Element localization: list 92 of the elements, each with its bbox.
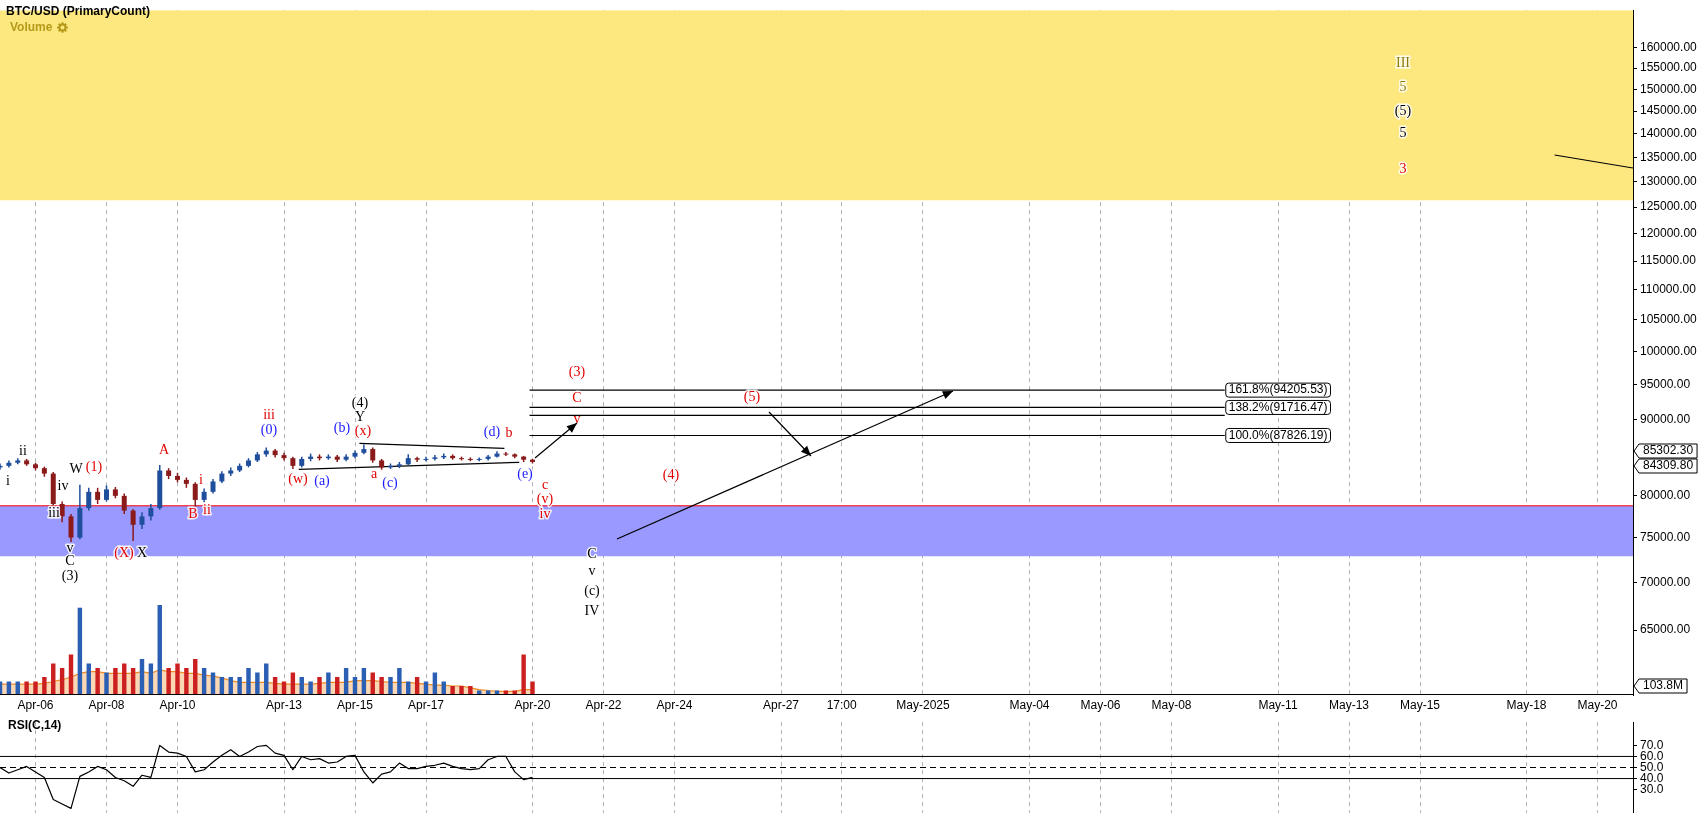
annotation: v bbox=[66, 539, 74, 555]
chart-title: BTC/USD (PrimaryCount) bbox=[6, 4, 151, 18]
x-tick-label: Apr-06 bbox=[17, 697, 54, 712]
chart-title: Volume bbox=[10, 20, 53, 34]
x-tick-label: Apr-20 bbox=[514, 697, 551, 712]
y-tick-label: 115000.00 bbox=[1640, 253, 1697, 268]
x-tick-label: Apr-13 bbox=[265, 697, 303, 712]
data-label: 161.8%(94205.53) bbox=[1228, 382, 1328, 397]
y-tick-label: 65000.00 bbox=[1640, 622, 1691, 637]
annotation: (w) bbox=[288, 470, 309, 487]
y-tick-label: 150000.00 bbox=[1640, 81, 1698, 96]
text: 84309.80 bbox=[1643, 458, 1694, 473]
y-tick-label: 155000.00 bbox=[1640, 60, 1698, 75]
annotation: c bbox=[541, 476, 549, 492]
x-tick-label: Apr-08 bbox=[88, 697, 125, 712]
annotation: b bbox=[505, 424, 513, 440]
x-tick-label: Apr-10 bbox=[159, 697, 196, 712]
annotation: iii bbox=[263, 406, 275, 422]
annotation: (3) bbox=[61, 567, 79, 584]
x-tick-label: May-04 bbox=[1009, 697, 1050, 712]
annotation: iv bbox=[57, 477, 69, 493]
y-tick-label: 135000.00 bbox=[1640, 149, 1698, 164]
annotation: (v) bbox=[536, 490, 554, 507]
x-tick-label: Apr-24 bbox=[656, 697, 693, 712]
annotation: iv bbox=[539, 505, 551, 521]
x-tick-label: May-15 bbox=[1399, 697, 1441, 712]
y-tick-label: 80000.00 bbox=[1640, 488, 1691, 503]
y-tick-label: 110000.00 bbox=[1640, 282, 1697, 297]
annotation: III bbox=[1396, 54, 1411, 70]
x-tick-label: May-06 bbox=[1080, 697, 1121, 712]
y-tick-label: 95000.00 bbox=[1640, 377, 1691, 392]
data-label: 138.2%(91716.47) bbox=[1228, 399, 1328, 414]
annotation: C bbox=[587, 545, 597, 561]
annotation: a bbox=[370, 465, 378, 481]
x-tick-label: Apr-15 bbox=[336, 697, 374, 712]
x-tick-label: Apr-17 bbox=[407, 697, 445, 712]
x-tick-label: Apr-22 bbox=[585, 697, 622, 712]
annotation: W bbox=[69, 460, 84, 476]
text: 85302.30 bbox=[1643, 443, 1694, 458]
x-tick-label: 17:00 bbox=[826, 697, 857, 712]
annotation: IV bbox=[584, 602, 600, 618]
annotation: (5) bbox=[743, 388, 761, 405]
y-tick-label: 90000.00 bbox=[1640, 411, 1691, 426]
annotation: (a) bbox=[314, 472, 331, 489]
annotation: A bbox=[158, 441, 170, 457]
annotation: (d) bbox=[483, 423, 501, 440]
annotation: (e) bbox=[517, 465, 534, 482]
text: 103.8M bbox=[1643, 678, 1684, 693]
annotation: (1) bbox=[85, 458, 103, 475]
x-tick-label: May-20 bbox=[1577, 697, 1618, 712]
data-label: 100.0%(87826.19) bbox=[1228, 427, 1328, 442]
annotation: X bbox=[136, 544, 148, 560]
y-tick-label: 70000.00 bbox=[1640, 574, 1691, 589]
annotation: 5 bbox=[1399, 124, 1407, 140]
y-tick-label: 160000.00 bbox=[1640, 39, 1698, 54]
x-tick-label: May-13 bbox=[1328, 697, 1370, 712]
annotation: ii bbox=[19, 442, 27, 458]
x-tick-label: May-11 bbox=[1258, 697, 1298, 712]
y-tick-label: 100000.00 bbox=[1640, 343, 1698, 358]
annotation: C bbox=[65, 552, 75, 568]
x-tick-label: Apr-27 bbox=[762, 697, 800, 712]
y-tick-label: 125000.00 bbox=[1640, 199, 1698, 214]
x-tick-label: May-08 bbox=[1151, 697, 1192, 712]
annotation: (5) bbox=[1394, 102, 1412, 119]
annotation: 5 bbox=[1399, 78, 1407, 94]
annotation: (b) bbox=[333, 419, 351, 436]
annotation: (0) bbox=[260, 421, 278, 438]
y-tick-label: 105000.00 bbox=[1640, 312, 1698, 327]
annotation: (x) bbox=[354, 422, 372, 439]
annotation: (c) bbox=[382, 474, 399, 491]
annotation: v bbox=[573, 410, 581, 426]
x-tick-label: May-2025 bbox=[896, 697, 950, 712]
annotation: v bbox=[588, 562, 596, 578]
annotation: (3) bbox=[568, 363, 586, 380]
y-tick-label: 120000.00 bbox=[1640, 225, 1698, 240]
annotation: (X) bbox=[114, 544, 135, 561]
annotation: (c) bbox=[584, 582, 601, 599]
y-tick-label: 75000.00 bbox=[1640, 529, 1691, 544]
y-tick-label: 140000.00 bbox=[1640, 126, 1698, 141]
annotation: iii bbox=[48, 504, 60, 520]
annotation: ii bbox=[203, 501, 211, 517]
chart-title: RSI(C,14) bbox=[8, 718, 62, 732]
y-tick-label: 145000.00 bbox=[1640, 103, 1698, 118]
annotation: 3 bbox=[1399, 160, 1407, 176]
annotation: B bbox=[188, 505, 198, 521]
annotation: (4) bbox=[662, 466, 680, 483]
annotation: i bbox=[199, 471, 204, 487]
annotation: (4) bbox=[351, 394, 369, 411]
y-tick-label: 130000.00 bbox=[1640, 174, 1698, 189]
annotation: i bbox=[6, 472, 11, 488]
annotation: C bbox=[572, 389, 582, 405]
x-tick-label: May-18 bbox=[1506, 697, 1547, 712]
